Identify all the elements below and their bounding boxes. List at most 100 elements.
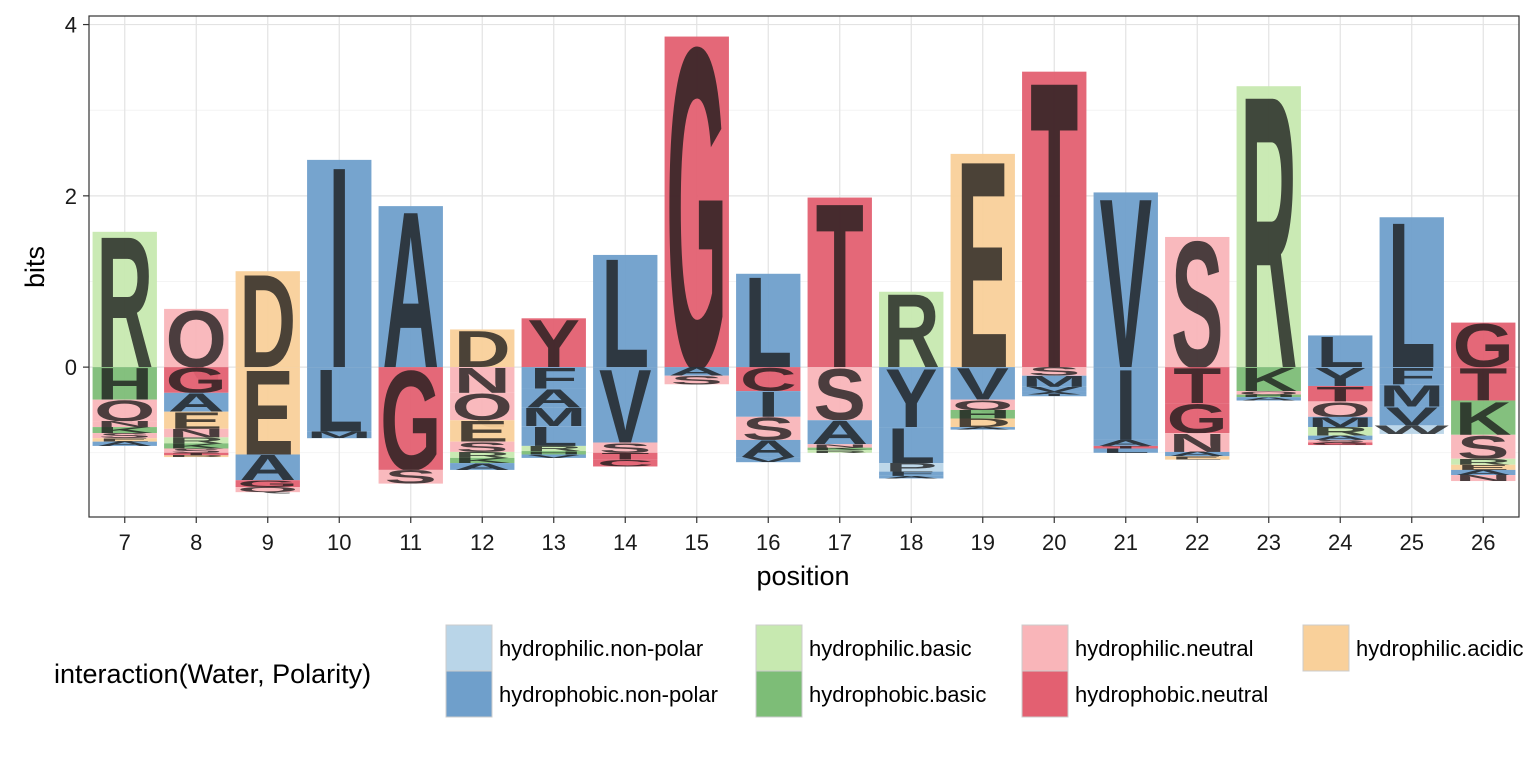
letter-glyph: C <box>597 458 654 469</box>
logo-letter-W: W <box>1375 423 1451 436</box>
logo-letter-T: T <box>1093 445 1158 449</box>
logo-letter-R: R <box>1451 457 1516 467</box>
letter-glyph: K <box>454 457 511 465</box>
letter-box <box>1379 217 1444 368</box>
logo-letter-H: H <box>1236 394 1301 398</box>
letter-glyph: Q <box>1310 398 1371 422</box>
letter-glyph: D <box>954 416 1011 429</box>
letter-box <box>1308 335 1373 368</box>
y-tick-label: 4 <box>65 13 77 38</box>
letter-box <box>521 445 586 452</box>
letter-glyph: G <box>237 478 298 489</box>
logo-letter-H: H <box>521 450 586 456</box>
letter-box <box>92 438 157 442</box>
letter-box <box>1451 458 1516 465</box>
logo-letter-H: H <box>950 408 1015 421</box>
x-tick-label: 19 <box>971 530 995 555</box>
x-tick-label: 14 <box>613 530 637 555</box>
letter-box <box>1022 394 1087 397</box>
logo-letter-S: S <box>378 467 443 488</box>
letter-box <box>807 444 872 448</box>
letter-box <box>1093 439 1158 446</box>
logo-letter-E: E <box>1451 463 1516 471</box>
logo-letter-A: A <box>664 365 729 378</box>
letter-glyph: S <box>170 447 222 454</box>
x-tick-label: 16 <box>756 530 780 555</box>
letter-glyph: K <box>811 447 868 451</box>
letter-box <box>879 475 944 479</box>
x-tick-label: 12 <box>470 530 494 555</box>
letter-glyph: M <box>1307 414 1373 430</box>
letter-box <box>92 231 157 368</box>
letter-box <box>1236 391 1301 395</box>
logo-column-10: ILM <box>306 107 372 451</box>
logo-letter-R: R <box>521 445 586 453</box>
logo-letter-S: S <box>664 373 729 387</box>
letter-box <box>521 367 586 389</box>
letter-glyph: I <box>757 385 779 425</box>
letter-glyph: T <box>1102 445 1150 449</box>
letter-glyph: N <box>1455 473 1512 482</box>
logo-letter-V: V <box>521 454 586 459</box>
logo-letter-N: N <box>807 443 872 449</box>
letter-box <box>1093 445 1158 449</box>
logo-letter-R: R <box>807 450 872 454</box>
letter-box <box>1022 375 1087 387</box>
letter-box <box>879 463 944 472</box>
letter-box <box>950 399 1015 410</box>
letter-box <box>1236 397 1301 401</box>
letter-glyph: V <box>1028 385 1080 393</box>
logo-letter-Q: Q <box>1236 390 1301 396</box>
legend-label: hydrophobic.non-polar <box>499 682 718 707</box>
letter-glyph: E <box>1457 463 1509 471</box>
x-tick-label: 23 <box>1257 530 1281 555</box>
legend-swatch <box>445 670 493 718</box>
letter-glyph: H <box>1240 394 1297 398</box>
logo-column-15: GAS <box>664 0 729 465</box>
logo-letter-E: E <box>1165 455 1230 461</box>
legend-item-ha: hydrophilic.acidic <box>1302 624 1524 672</box>
letter-box <box>1308 435 1373 440</box>
letter-box <box>664 367 729 376</box>
legend-item-hn: hydrophilic.neutral <box>1021 624 1254 672</box>
letter-box <box>450 457 515 464</box>
letter-box <box>807 447 872 451</box>
letter-glyph: M <box>1021 373 1087 390</box>
letter-box <box>879 291 944 368</box>
letter-box <box>235 271 300 368</box>
x-axis-title: position <box>756 561 849 591</box>
legend-swatch <box>755 624 803 672</box>
logo-letter-R: R <box>450 450 515 460</box>
legend-swatch <box>1021 624 1069 672</box>
logo-letter-D: D <box>164 455 229 458</box>
letter-glyph: Q <box>952 397 1013 413</box>
legend-swatch <box>445 624 493 672</box>
letter-box <box>593 254 658 368</box>
letter-box <box>450 463 515 470</box>
letter-glyph: P <box>885 461 937 474</box>
legend-swatch <box>1021 670 1069 718</box>
letter-box <box>807 420 872 445</box>
letter-box <box>1451 475 1516 482</box>
logo-letter-N: N <box>1451 473 1516 483</box>
letter-box <box>235 480 300 488</box>
letter-box <box>879 367 944 428</box>
logo-letter-L: L <box>1093 447 1158 454</box>
x-tick-label: 25 <box>1400 530 1424 555</box>
logo-letter-G: G <box>664 0 729 465</box>
logo-letter-N: N <box>164 427 229 440</box>
letter-glyph: A <box>1026 391 1083 395</box>
logo-letter-G: G <box>1308 442 1373 446</box>
letter-box <box>1308 416 1373 428</box>
logo-letter-T: T <box>1308 382 1373 406</box>
legend-label: hydrophobic.basic <box>809 682 986 707</box>
letter-glyph: N <box>168 427 225 440</box>
x-tick-label: 11 <box>399 530 422 555</box>
letter-box <box>1451 322 1516 368</box>
